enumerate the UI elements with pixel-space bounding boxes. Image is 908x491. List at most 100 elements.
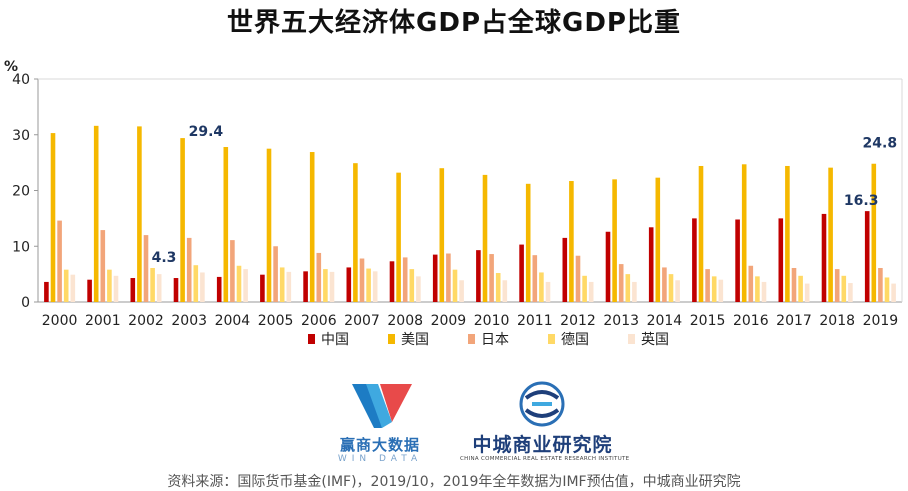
- bar-japan-2011: [532, 255, 538, 302]
- bar-china-2019: [864, 211, 870, 302]
- bar-germany-2006: [323, 269, 328, 302]
- bar-uk-2005: [286, 271, 292, 302]
- x-tick-label: 2003: [171, 313, 207, 329]
- china-commercial-logo: 中城商业研究院 CHINA COMMERCIAL REAL ESTATE RES…: [460, 378, 629, 470]
- bar-uk-2002: [156, 274, 162, 302]
- bar-germany-2014: [668, 274, 674, 302]
- x-tick-label: 2015: [690, 313, 726, 329]
- x-tick-label: 2008: [387, 313, 423, 329]
- legend-label-germany: 德国: [561, 332, 589, 348]
- data-label: 24.8: [863, 136, 898, 152]
- bar-uk-2004: [243, 269, 248, 302]
- bar-chart: 0 10 20 30 40% 2000 2001 2002 2003 2004 2005 2006 20…: [4, 59, 903, 348]
- bar-china-2000: [44, 281, 49, 302]
- bar-japan-2005: [273, 246, 278, 302]
- data-label: 29.4: [189, 124, 224, 140]
- bar-japan-2012: [575, 255, 581, 302]
- bar-usa-2014: [655, 177, 661, 302]
- bar-uk-2007: [372, 271, 378, 302]
- x-tick-label: 2016: [733, 313, 769, 329]
- bar-japan-2016: [748, 265, 754, 302]
- bar-china-2008: [389, 261, 395, 302]
- data-label: 4.3: [152, 250, 177, 266]
- bar-uk-2015: [718, 279, 724, 302]
- x-tick-label: 2018: [819, 313, 855, 329]
- bar-germany-2009: [452, 269, 458, 302]
- bar-germany-2002: [150, 267, 155, 302]
- x-tick-label: 2004: [215, 313, 251, 329]
- bar-japan-2013: [618, 264, 624, 302]
- bar-germany-2005: [279, 267, 285, 302]
- bar-usa-2008: [396, 172, 401, 302]
- bar-usa-2019: [871, 163, 877, 302]
- data-label: 16.3: [844, 193, 879, 209]
- bar-usa-2015: [698, 165, 704, 302]
- bar-uk-2008: [416, 276, 421, 302]
- x-tick-label: 2006: [301, 313, 337, 329]
- legend-swatch-germany: [548, 334, 555, 344]
- bar-germany-2003: [193, 265, 199, 302]
- legend-swatch-uk: [628, 334, 635, 344]
- legend-label-china: 中国: [321, 332, 349, 348]
- x-tick-label: 2002: [128, 313, 164, 329]
- bar-japan-2006: [316, 252, 322, 302]
- bar-japan-2007: [359, 258, 365, 302]
- legend-label-usa: 美国: [401, 332, 429, 348]
- bar-china-2009: [432, 254, 438, 302]
- x-tick-label: 2012: [560, 313, 596, 329]
- bar-uk-2016: [761, 281, 767, 302]
- legend-label-japan: 日本: [481, 332, 509, 348]
- bar-uk-2012: [588, 281, 594, 302]
- bar-china-2007: [346, 267, 352, 302]
- bar-china-2003: [173, 278, 179, 302]
- bar-uk-2006: [329, 271, 335, 302]
- y-tick-label: 20: [12, 184, 30, 200]
- bar-japan-2015: [705, 269, 710, 302]
- source-note: 资料来源：国际货币基金(IMF)，2019/10，2019年全年数据为IMF预估…: [167, 474, 741, 490]
- x-tick-label: 2005: [258, 313, 294, 329]
- bar-japan-2000: [57, 220, 62, 302]
- x-tick-label: 2017: [776, 313, 812, 329]
- x-tick-label: 2009: [431, 313, 467, 329]
- bar-usa-2004: [223, 147, 229, 302]
- bar-germany-2010: [495, 273, 501, 302]
- bar-usa-2018: [828, 167, 833, 302]
- logos: 赢商大数据 WIN DATA 中城商业研究院 CHINA COMMERCIAL …: [330, 378, 630, 470]
- bar-china-2006: [303, 271, 308, 302]
- win-data-en: WIN DATA: [337, 454, 423, 464]
- x-tick-label: 2014: [647, 313, 683, 329]
- bar-china-2012: [562, 237, 568, 302]
- bar-uk-2013: [632, 281, 637, 302]
- bar-uk-2014: [675, 280, 680, 302]
- x-tick-label: 2010: [474, 313, 510, 329]
- bar-usa-2003: [180, 138, 185, 302]
- bar-china-2014: [648, 227, 654, 302]
- bar-china-2001: [87, 279, 92, 302]
- x-tick-label: 2011: [517, 313, 553, 329]
- bar-uk-2009: [459, 280, 464, 302]
- bar-uk-2010: [502, 280, 508, 302]
- bar-japan-2009: [446, 253, 451, 302]
- bar-uk-2001: [113, 275, 119, 302]
- x-tick-label: 2013: [603, 313, 639, 329]
- bar-uk-2018: [848, 283, 853, 302]
- y-tick-label: 10: [12, 239, 30, 255]
- bar-uk-2011: [545, 281, 551, 302]
- bar-germany-2015: [711, 276, 717, 302]
- bar-uk-2017: [804, 283, 810, 302]
- bar-japan-2017: [791, 267, 797, 302]
- china-commercial-cn: 中城商业研究院: [472, 434, 613, 456]
- bar-usa-2012: [569, 181, 574, 302]
- bar-germany-2019: [884, 277, 890, 302]
- bar-germany-2017: [798, 275, 803, 302]
- bar-uk-2003: [200, 272, 205, 302]
- bar-japan-2004: [230, 240, 235, 302]
- bar-china-2004: [216, 276, 222, 302]
- china-commercial-icon: [519, 381, 565, 427]
- y-tick-label: 0: [21, 295, 30, 311]
- bar-uk-2019: [891, 283, 896, 302]
- y-axis-unit: %: [4, 59, 18, 75]
- bar-japan-2008: [402, 257, 408, 302]
- bar-usa-2017: [785, 165, 790, 302]
- bar-germany-2008: [409, 269, 415, 302]
